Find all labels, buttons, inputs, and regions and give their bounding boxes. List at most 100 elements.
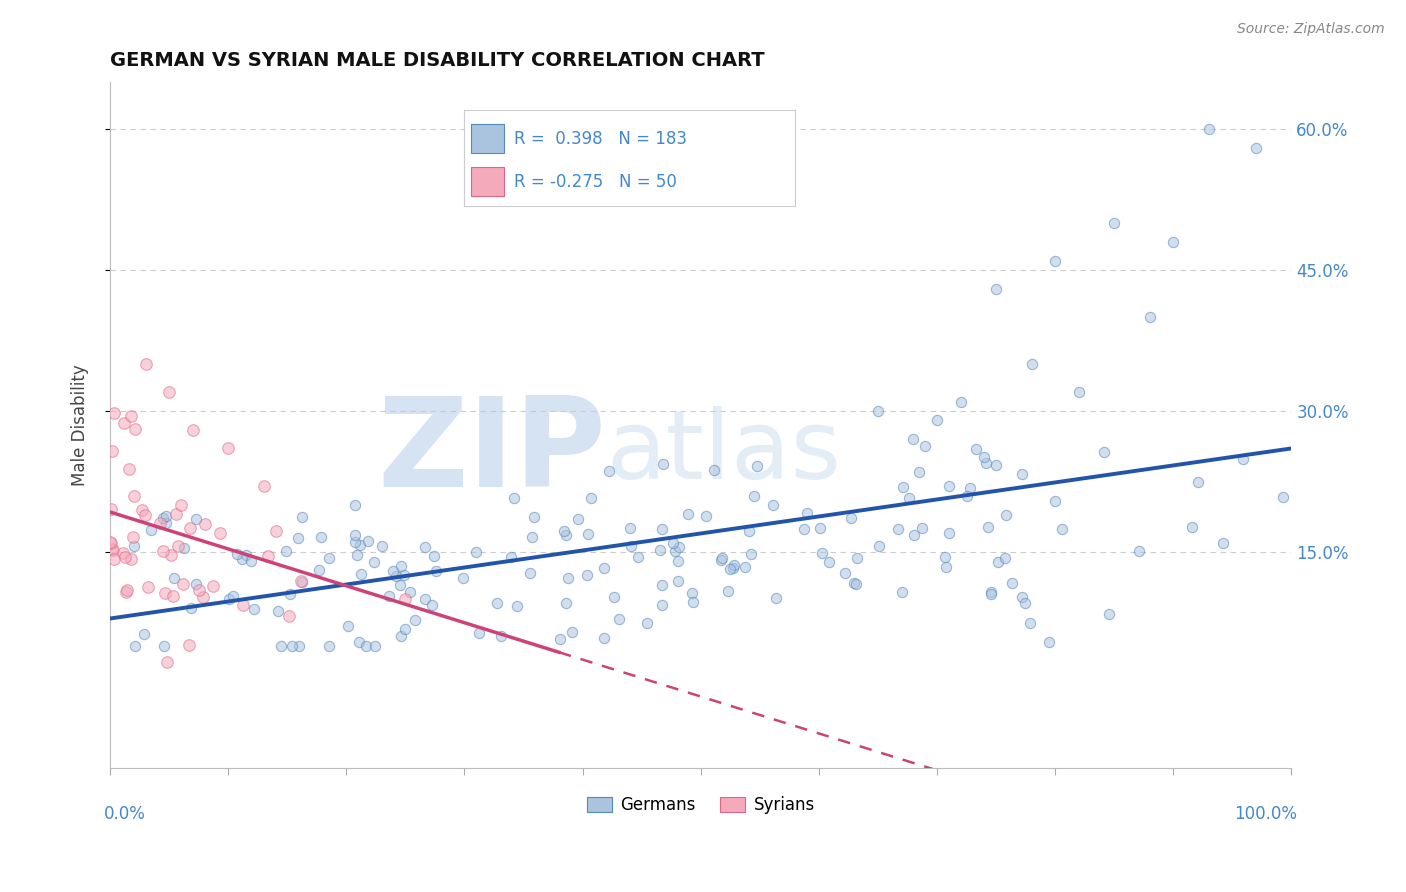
- Point: [413, 591, 436, 606]
- Point: [984, 282, 1007, 296]
- Point: [925, 413, 948, 427]
- Point: [793, 522, 815, 536]
- Point: [100, 501, 122, 516]
- Point: [592, 631, 614, 645]
- Point: [134, 357, 156, 371]
- Point: [553, 524, 575, 539]
- Point: [627, 550, 650, 565]
- Point: [389, 559, 412, 574]
- Point: [276, 544, 298, 558]
- Point: [1045, 493, 1067, 508]
- Point: [343, 528, 366, 542]
- Point: [364, 639, 387, 653]
- Point: [723, 558, 745, 573]
- Point: [620, 539, 643, 553]
- Point: [914, 439, 936, 453]
- Point: [288, 639, 311, 653]
- Point: [522, 530, 544, 544]
- Point: [668, 540, 690, 554]
- Point: [149, 516, 172, 530]
- Point: [202, 579, 225, 593]
- Point: [264, 524, 287, 538]
- Point: [153, 585, 176, 599]
- Point: [287, 532, 309, 546]
- Point: [155, 516, 177, 530]
- Point: [468, 626, 491, 640]
- Point: [308, 563, 330, 577]
- Point: [593, 561, 616, 575]
- Point: [1128, 544, 1150, 558]
- Point: [336, 619, 359, 633]
- Point: [938, 479, 960, 493]
- Point: [291, 509, 314, 524]
- Point: [194, 516, 217, 531]
- Point: [938, 525, 960, 540]
- Point: [502, 491, 524, 506]
- Point: [318, 639, 340, 653]
- Point: [980, 585, 1002, 599]
- Point: [281, 639, 304, 653]
- Point: [101, 541, 124, 556]
- Point: [887, 522, 910, 536]
- Point: [389, 578, 412, 592]
- Point: [1272, 491, 1295, 505]
- Point: [579, 491, 602, 505]
- Point: [681, 585, 703, 599]
- Point: [762, 498, 785, 512]
- Point: [134, 508, 156, 522]
- Point: [737, 524, 759, 539]
- Text: atlas: atlas: [606, 406, 841, 499]
- Point: [1139, 310, 1161, 324]
- Point: [184, 512, 207, 526]
- Point: [576, 567, 599, 582]
- Point: [987, 555, 1010, 569]
- Point: [385, 568, 408, 582]
- Point: [188, 583, 211, 598]
- Point: [891, 480, 914, 494]
- Point: [676, 507, 699, 521]
- Point: [159, 548, 181, 562]
- Point: [664, 543, 686, 558]
- Point: [156, 655, 179, 669]
- Point: [903, 528, 925, 542]
- Point: [425, 565, 447, 579]
- Point: [842, 576, 865, 591]
- Point: [309, 530, 332, 544]
- Point: [349, 538, 371, 552]
- Point: [152, 510, 174, 524]
- Point: [839, 511, 862, 525]
- Point: [344, 499, 367, 513]
- Point: [347, 635, 370, 649]
- Point: [891, 585, 914, 599]
- Point: [363, 555, 385, 569]
- Text: GERMAN VS SYRIAN MALE DISABILITY CORRELATION CHART: GERMAN VS SYRIAN MALE DISABILITY CORRELA…: [110, 51, 765, 70]
- Point: [808, 521, 831, 535]
- Point: [935, 560, 957, 574]
- Point: [291, 574, 314, 589]
- Point: [112, 546, 135, 560]
- Point: [934, 549, 956, 564]
- Point: [607, 613, 630, 627]
- Point: [155, 509, 177, 524]
- Point: [1011, 467, 1033, 481]
- Point: [1098, 607, 1121, 621]
- Point: [578, 527, 600, 541]
- Point: [235, 549, 257, 563]
- Point: [422, 549, 444, 563]
- Point: [868, 539, 890, 553]
- Point: [267, 604, 290, 618]
- Point: [651, 578, 673, 592]
- Point: [555, 528, 578, 542]
- Point: [897, 491, 920, 506]
- Point: [506, 599, 529, 613]
- Point: [350, 566, 373, 581]
- Point: [561, 625, 583, 640]
- Point: [240, 554, 263, 568]
- Point: [994, 551, 1017, 566]
- Point: [191, 590, 214, 604]
- Point: [1043, 253, 1066, 268]
- Point: [1014, 596, 1036, 610]
- Point: [122, 539, 145, 553]
- Point: [179, 638, 201, 652]
- Point: [167, 540, 190, 554]
